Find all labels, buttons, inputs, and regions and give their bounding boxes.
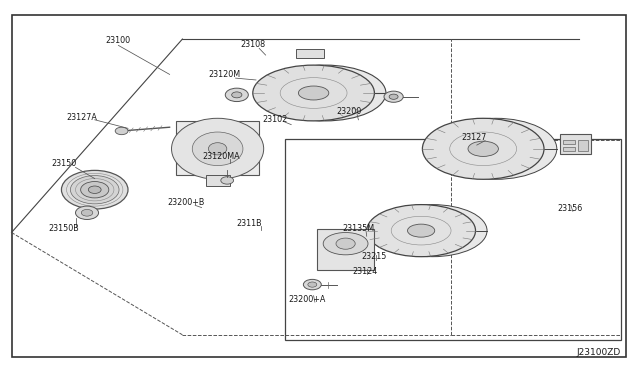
Circle shape xyxy=(232,92,242,98)
Ellipse shape xyxy=(408,224,435,237)
Ellipse shape xyxy=(378,205,487,257)
Circle shape xyxy=(61,170,128,209)
Bar xyxy=(563,140,575,144)
Text: 23200+B: 23200+B xyxy=(167,198,204,207)
Circle shape xyxy=(81,209,93,216)
Text: 23127: 23127 xyxy=(461,133,486,142)
Ellipse shape xyxy=(264,65,386,121)
Ellipse shape xyxy=(172,118,264,179)
Text: 2311B: 2311B xyxy=(237,219,262,228)
Text: 23100: 23100 xyxy=(106,36,131,45)
Bar xyxy=(176,121,259,175)
Bar xyxy=(206,175,230,186)
Text: 23135M: 23135M xyxy=(342,224,374,233)
Circle shape xyxy=(76,206,99,219)
Text: 23102: 23102 xyxy=(262,115,288,124)
Ellipse shape xyxy=(367,205,476,257)
Text: J23100ZD: J23100ZD xyxy=(577,348,621,357)
Ellipse shape xyxy=(253,65,374,121)
Circle shape xyxy=(70,176,119,204)
Text: 23124: 23124 xyxy=(352,267,378,276)
Bar xyxy=(578,140,588,151)
Circle shape xyxy=(336,238,355,249)
Ellipse shape xyxy=(298,86,329,100)
Bar xyxy=(560,134,591,154)
Circle shape xyxy=(308,282,317,287)
Circle shape xyxy=(384,91,403,102)
Circle shape xyxy=(221,177,234,184)
Text: 23127A: 23127A xyxy=(67,113,97,122)
Circle shape xyxy=(389,94,398,99)
Ellipse shape xyxy=(422,118,544,179)
Ellipse shape xyxy=(323,232,368,255)
Text: 23200+A: 23200+A xyxy=(289,295,326,304)
Text: 23150B: 23150B xyxy=(49,224,79,233)
Circle shape xyxy=(81,182,109,198)
Ellipse shape xyxy=(468,141,499,156)
Text: 23200: 23200 xyxy=(336,107,362,116)
Circle shape xyxy=(225,88,248,102)
Text: 23120M: 23120M xyxy=(208,70,240,79)
Ellipse shape xyxy=(209,143,227,155)
Ellipse shape xyxy=(435,118,557,179)
Circle shape xyxy=(303,279,321,290)
Ellipse shape xyxy=(192,132,243,166)
Circle shape xyxy=(115,127,128,135)
Text: 23108: 23108 xyxy=(240,40,266,49)
Circle shape xyxy=(88,186,101,193)
Bar xyxy=(563,147,575,151)
Text: 23150: 23150 xyxy=(51,159,77,168)
Text: 23156: 23156 xyxy=(557,204,582,213)
Bar xyxy=(317,229,374,270)
Bar xyxy=(296,49,324,58)
Text: 23120MA: 23120MA xyxy=(202,152,239,161)
Text: 23215: 23215 xyxy=(362,252,387,261)
Bar xyxy=(285,140,621,340)
